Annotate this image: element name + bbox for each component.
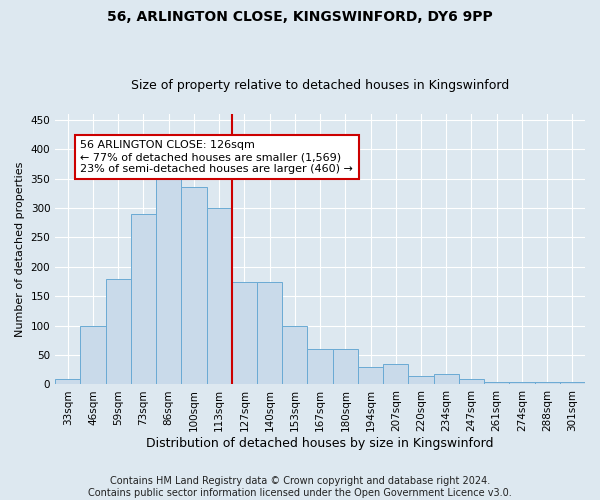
X-axis label: Distribution of detached houses by size in Kingswinford: Distribution of detached houses by size …	[146, 437, 494, 450]
Bar	[409, 376, 434, 384]
Bar	[459, 378, 484, 384]
Bar	[232, 282, 257, 385]
Bar	[332, 349, 358, 384]
Bar	[55, 378, 80, 384]
Bar	[560, 382, 585, 384]
Bar	[181, 188, 206, 384]
Bar	[358, 367, 383, 384]
Text: 56 ARLINGTON CLOSE: 126sqm
← 77% of detached houses are smaller (1,569)
23% of s: 56 ARLINGTON CLOSE: 126sqm ← 77% of deta…	[80, 140, 353, 173]
Bar	[156, 167, 181, 384]
Bar	[206, 208, 232, 384]
Bar	[484, 382, 509, 384]
Bar	[131, 214, 156, 384]
Bar	[80, 326, 106, 384]
Bar	[383, 364, 409, 384]
Title: Size of property relative to detached houses in Kingswinford: Size of property relative to detached ho…	[131, 79, 509, 92]
Bar	[106, 278, 131, 384]
Bar	[257, 282, 282, 385]
Text: 56, ARLINGTON CLOSE, KINGSWINFORD, DY6 9PP: 56, ARLINGTON CLOSE, KINGSWINFORD, DY6 9…	[107, 10, 493, 24]
Bar	[282, 326, 307, 384]
Bar	[434, 374, 459, 384]
Bar	[535, 382, 560, 384]
Bar	[307, 349, 332, 384]
Text: Contains HM Land Registry data © Crown copyright and database right 2024.
Contai: Contains HM Land Registry data © Crown c…	[88, 476, 512, 498]
Y-axis label: Number of detached properties: Number of detached properties	[15, 162, 25, 337]
Bar	[509, 382, 535, 384]
